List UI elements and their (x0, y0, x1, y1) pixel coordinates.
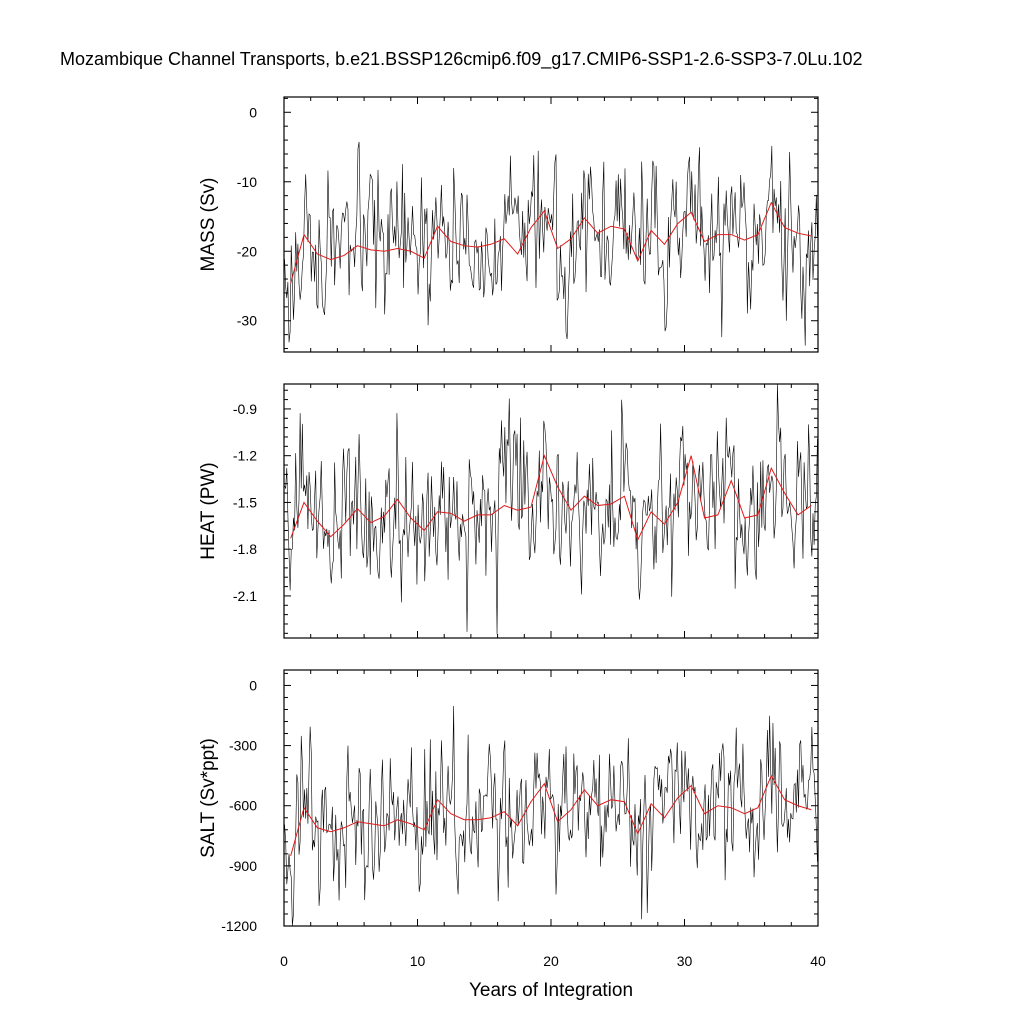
y-axis-label-heat: HEAT (PW) (198, 462, 219, 559)
chart-title: Mozambique Channel Transports, b.e21.BSS… (60, 49, 862, 70)
monthly-series-line-heat (284, 383, 818, 635)
monthly-series-line-salt (284, 705, 818, 927)
panel-heat: -0.9 -1.2 -1.5 -1.8 -2.1 HEAT (PW) (198, 383, 819, 639)
x-tick-label: 0 (280, 953, 288, 969)
y-axis-label-salt: SALT (Sv*ppt) (198, 738, 219, 858)
panel-frame-mass (283, 96, 819, 353)
monthly-series-line-mass (284, 141, 818, 346)
annual-mean-line-salt (290, 774, 812, 856)
y-tick-label-heat: -2.1 (233, 588, 257, 604)
panel-mass: 0 -10 -20 -30 MASS (Sv) (198, 96, 819, 353)
x-axis-label: Years of Integration (469, 980, 633, 1001)
annual-mean-line-mass (290, 201, 812, 284)
y-tick-label-heat: -1.5 (233, 494, 257, 510)
x-tick-label: 10 (410, 953, 426, 969)
y-tick-label-salt: -300 (229, 738, 257, 754)
y-tick-label-salt: -600 (229, 798, 257, 814)
y-tick-label-heat: -1.8 (233, 541, 257, 557)
y-tick-label-heat: -1.2 (233, 448, 257, 464)
x-tick-label: 40 (810, 953, 826, 969)
y-tick-label-salt: -900 (229, 858, 257, 874)
y-tick-label-mass: -10 (237, 174, 257, 190)
y-tick-label-salt: -1200 (221, 918, 257, 934)
x-tick-label: 20 (543, 953, 559, 969)
y-tick-label-heat: -0.9 (233, 401, 257, 417)
y-tick-label-mass: -20 (237, 243, 257, 259)
chart-panels: 0 -10 -20 -30 MASS (Sv) -0.9 -1.2 -1.5 -1.8 -2.1 H… (198, 96, 826, 969)
panel-salt: 0 -300 -600 -900 -1200 SALT (Sv*ppt) (198, 669, 819, 934)
y-tick-label-salt: 0 (249, 677, 257, 693)
x-tick-label: 30 (677, 953, 693, 969)
y-axis-label-mass: MASS (Sv) (198, 178, 219, 272)
annual-mean-line-heat (290, 454, 812, 542)
y-tick-label-mass: 0 (249, 104, 257, 120)
y-tick-label-mass: -30 (237, 313, 257, 329)
